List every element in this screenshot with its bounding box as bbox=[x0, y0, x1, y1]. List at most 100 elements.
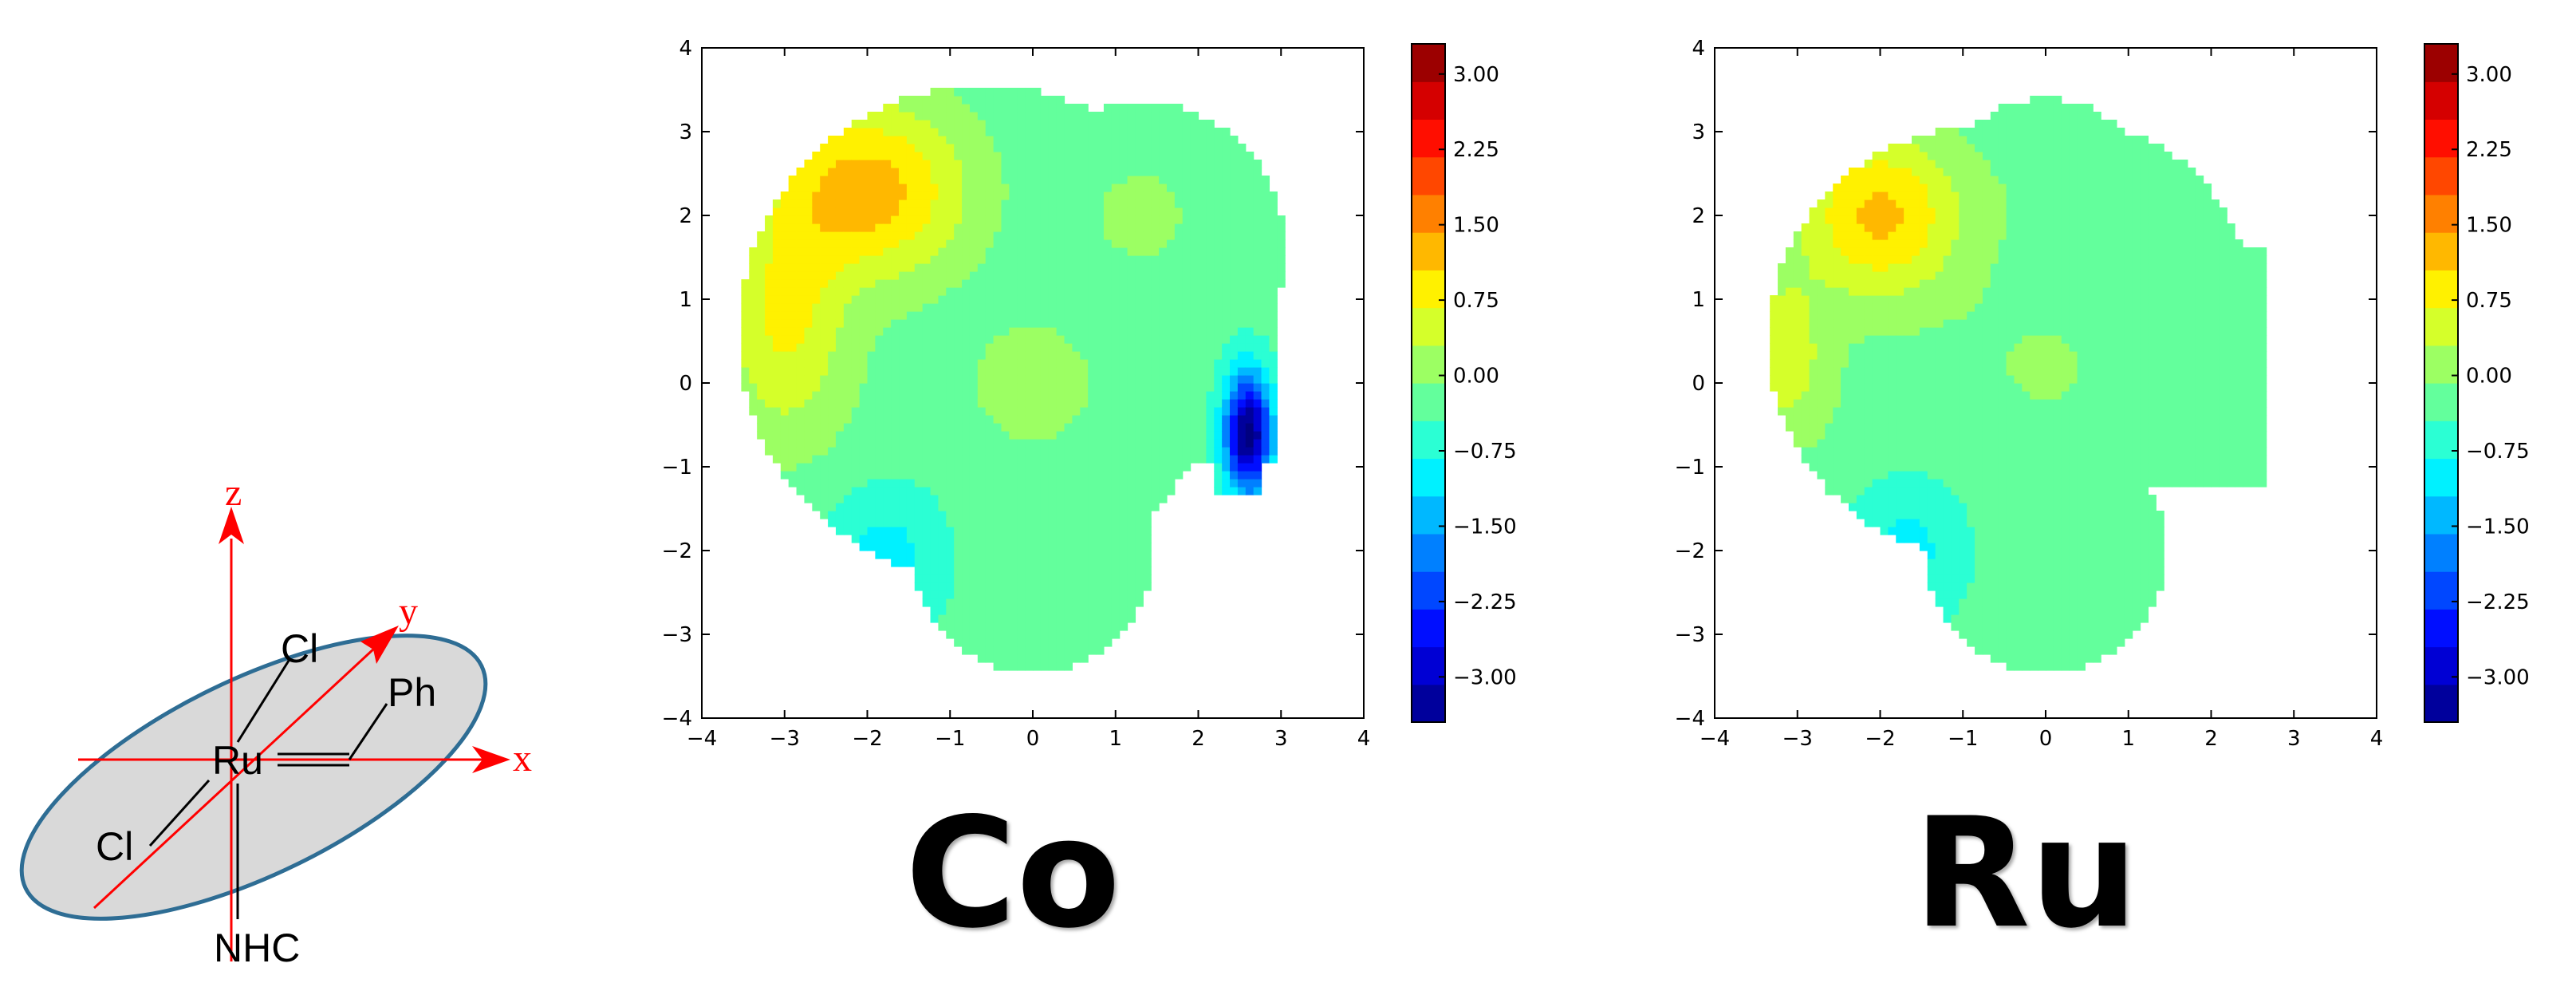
contour-cell bbox=[1143, 168, 1152, 176]
contour-cell bbox=[954, 495, 963, 503]
contour-cell bbox=[1261, 375, 1270, 384]
contour-cell bbox=[1135, 511, 1144, 519]
contour-cell bbox=[1080, 654, 1089, 663]
contour-cell bbox=[1190, 431, 1199, 440]
contour-cell bbox=[1214, 223, 1223, 232]
contour-cell bbox=[1127, 527, 1136, 535]
contour-cell bbox=[1943, 184, 1952, 192]
contour-cell bbox=[1088, 152, 1097, 160]
contour-cell bbox=[1190, 303, 1199, 312]
contour-cell bbox=[1951, 335, 1960, 344]
contour-cell bbox=[1848, 447, 1857, 456]
contour-cell bbox=[1872, 335, 1881, 344]
contour-cell bbox=[914, 104, 924, 113]
contour-cell bbox=[867, 263, 876, 272]
contour-cell bbox=[993, 574, 1002, 583]
contour-cell bbox=[1166, 471, 1176, 480]
contour-cell bbox=[1182, 359, 1191, 368]
contour-cell bbox=[1856, 263, 1865, 272]
contour-cell bbox=[1017, 574, 1026, 583]
contour-cell bbox=[1888, 199, 1897, 208]
contour-cell bbox=[1927, 223, 1936, 232]
contour-cell bbox=[1230, 375, 1239, 384]
contour-cell bbox=[962, 255, 971, 264]
contour-cell bbox=[977, 303, 987, 312]
contour-cell bbox=[859, 144, 869, 152]
contour-cell bbox=[1048, 535, 1058, 543]
contour-cell bbox=[1919, 455, 1928, 464]
contour-cell bbox=[1048, 207, 1058, 216]
contour-cell bbox=[930, 503, 939, 511]
contour-cell bbox=[1825, 343, 1834, 352]
contour-cell bbox=[1064, 487, 1073, 495]
contour-cell bbox=[1033, 423, 1042, 432]
contour-cell bbox=[993, 535, 1002, 543]
contour-cell bbox=[1927, 495, 1936, 503]
contour-cell bbox=[891, 287, 900, 296]
contour-cell bbox=[828, 367, 837, 376]
x-tick-label: −3 bbox=[770, 727, 800, 751]
contour-cell bbox=[899, 463, 908, 472]
contour-cell bbox=[1119, 439, 1128, 448]
contour-cell bbox=[788, 351, 798, 360]
contour-cell bbox=[1009, 176, 1018, 184]
contour-cell bbox=[788, 375, 798, 384]
contour-cell bbox=[1245, 160, 1255, 168]
contour-cell bbox=[954, 431, 963, 440]
colorbar-band bbox=[1412, 383, 1445, 421]
contour-cell bbox=[1009, 503, 1018, 511]
contour-cell bbox=[1927, 447, 1936, 456]
contour-cell bbox=[1801, 343, 1810, 352]
contour-cell bbox=[1119, 598, 1128, 607]
contour-cell bbox=[1880, 447, 1889, 456]
contour-cell bbox=[1088, 638, 1097, 647]
contour-cell bbox=[1848, 383, 1857, 392]
contour-cell bbox=[1261, 255, 1270, 264]
contour-cell bbox=[1230, 215, 1239, 224]
contour-cell bbox=[1912, 431, 1920, 440]
contour-cell bbox=[1072, 191, 1081, 200]
contour-cell bbox=[1825, 471, 1834, 480]
contour-cell bbox=[1080, 367, 1089, 376]
contour-cell bbox=[1143, 343, 1152, 352]
contour-cell bbox=[1841, 207, 1849, 216]
contour-cell bbox=[1040, 439, 1050, 448]
contour-cell bbox=[1025, 567, 1034, 575]
contour-cell bbox=[954, 559, 963, 567]
contour-cell bbox=[1135, 455, 1144, 464]
contour-cell bbox=[1230, 455, 1239, 464]
contour-cell bbox=[1896, 399, 1904, 408]
contour-cell bbox=[867, 503, 876, 511]
contour-cell bbox=[1927, 527, 1936, 535]
contour-cell bbox=[1033, 191, 1042, 200]
contour-cell bbox=[1943, 271, 1952, 280]
contour-cell bbox=[906, 215, 916, 224]
contour-cell bbox=[1009, 88, 1018, 97]
contour-cell bbox=[1143, 223, 1152, 232]
contour-cell bbox=[1198, 136, 1207, 144]
contour-cell bbox=[835, 247, 845, 256]
contour-cell bbox=[1103, 598, 1113, 607]
contour-cell bbox=[891, 511, 900, 519]
contour-cell bbox=[1935, 343, 1944, 352]
contour-cell bbox=[938, 176, 947, 184]
contour-cell bbox=[1151, 479, 1160, 488]
contour-cell bbox=[804, 335, 813, 344]
contour-cell bbox=[1127, 136, 1136, 144]
contour-cell bbox=[1040, 423, 1050, 432]
contour-cell bbox=[985, 239, 995, 248]
contour-cell bbox=[1880, 176, 1889, 184]
contour-cell bbox=[1888, 375, 1897, 384]
contour-cell bbox=[1009, 279, 1018, 288]
contour-cell bbox=[1056, 351, 1065, 360]
contour-cell bbox=[796, 168, 805, 176]
contour-cell bbox=[1880, 303, 1889, 312]
contour-cell bbox=[906, 247, 916, 256]
contour-cell bbox=[993, 447, 1002, 456]
contour-cell bbox=[1825, 199, 1834, 208]
contour-cell bbox=[891, 160, 900, 168]
contour-cell bbox=[1190, 455, 1199, 464]
contour-cell bbox=[946, 559, 955, 567]
contour-cell bbox=[906, 527, 916, 535]
contour-cell bbox=[1017, 231, 1026, 240]
